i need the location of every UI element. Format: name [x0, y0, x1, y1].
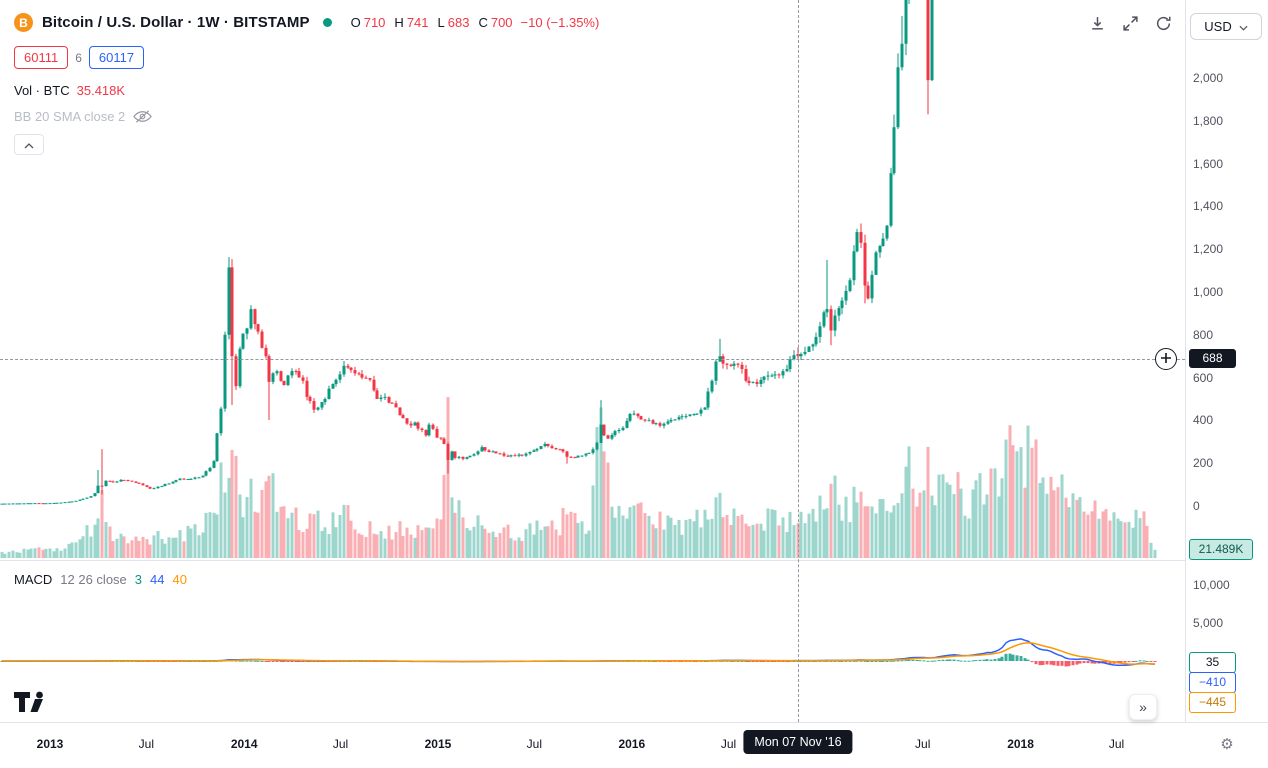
time-axis-label: 2016: [618, 737, 646, 751]
macd-line-last-badge: −410: [1189, 672, 1236, 693]
macd-signal-last-badge: −445: [1189, 692, 1236, 713]
market-status-dot: [322, 18, 332, 27]
volume-value: 35.418K: [76, 83, 126, 98]
time-axis-label: Jul: [720, 737, 737, 751]
time-axis[interactable]: Mon 07 Nov '16 2013 Jul 2014 Jul 2015 Jul 2016…: [0, 722, 1268, 768]
price-axis-label: 2,000: [1193, 71, 1224, 85]
price-axis-label: 1,800: [1193, 113, 1224, 128]
time-axis-label: 2018: [1007, 737, 1034, 751]
fullscreen-icon: [1122, 15, 1139, 35]
price-axis-label: 600: [1193, 370, 1214, 385]
ohlc-close-value: 700: [490, 15, 513, 30]
price-axis-label: 1,000: [1193, 285, 1224, 299]
price-axis-label: 800: [1193, 327, 1214, 342]
time-axis-label: Jul: [332, 737, 349, 751]
buy-ask-button[interactable]: 60117: [88, 46, 145, 69]
ohlc-high-label: H: [394, 15, 404, 30]
add-order-plus-button[interactable]: [1155, 348, 1177, 370]
macd-params: 12 26 close: [60, 572, 127, 587]
price-axis[interactable]: USD 688 21.489K 35 −410 −445 2,000 1,800 1…: [1185, 0, 1268, 722]
currency-select[interactable]: USD: [1190, 13, 1262, 40]
chevron-down-icon: [1239, 19, 1248, 34]
price-axis-label: 400: [1193, 413, 1214, 428]
chart-area[interactable]: B Bitcoin / U.S. Dollar · 1W · BITSTAMP …: [0, 0, 1185, 722]
macd-axis-label: 10,000: [1193, 578, 1230, 592]
time-axis-label: Jul: [526, 737, 543, 751]
volume-label: Vol · BTC: [14, 83, 70, 98]
time-axis-label: 2014: [230, 737, 258, 751]
currency-value: USD: [1204, 19, 1232, 34]
price-axis-label: 1,400: [1193, 199, 1224, 214]
price-chart-canvas[interactable]: [0, 0, 1185, 722]
eye-slash-icon[interactable]: [133, 109, 153, 124]
bitcoin-logo-icon: B: [14, 13, 33, 32]
download-button[interactable]: [1084, 12, 1110, 38]
fullscreen-button[interactable]: [1117, 12, 1143, 38]
symbol-title[interactable]: Bitcoin / U.S. Dollar · 1W · BITSTAMP: [42, 14, 310, 31]
refresh-button[interactable]: [1150, 12, 1176, 38]
macd-hist-last-badge: 35: [1189, 652, 1236, 673]
time-axis-label: 2013: [36, 737, 64, 751]
time-axis-label: Jul: [138, 737, 155, 751]
macd-axis-label: 5,000: [1193, 616, 1224, 630]
chevron-up-icon: [24, 136, 34, 154]
symbol-legend: B Bitcoin / U.S. Dollar · 1W · BITSTAMP …: [14, 13, 599, 32]
pane-divider[interactable]: [0, 560, 1268, 561]
price-axis-label: 0: [1193, 499, 1200, 513]
ohlc-low-label: L: [437, 15, 445, 30]
download-icon: [1089, 15, 1106, 35]
macd-hist-value: 3: [134, 572, 143, 587]
crosshair-price-badge: 688: [1189, 349, 1236, 368]
spread-value: 6: [75, 50, 82, 65]
quote-row: 60111 6 60117: [14, 46, 145, 69]
plus-icon: [1161, 350, 1171, 368]
bb-indicator-legend: BB 20 SMA close 2: [14, 109, 153, 124]
macd-legend: MACD 12 26 close 3 44 40: [14, 572, 187, 587]
ohlc-high-value: 741: [406, 15, 429, 30]
macd-title: MACD: [14, 572, 53, 587]
chart-toolbar: [1084, 12, 1176, 38]
price-axis-label: 200: [1193, 456, 1214, 471]
legend-collapse-button[interactable]: [14, 134, 44, 155]
time-axis-label: Jul: [1108, 737, 1125, 751]
more-panels-button[interactable]: »: [1129, 694, 1157, 720]
crosshair-date-tooltip: Mon 07 Nov '16: [743, 730, 853, 754]
ohlc-open-value: 710: [363, 15, 386, 30]
macd-signal-value: 40: [172, 572, 187, 587]
volume-legend: Vol · BTC 35.418K: [14, 83, 125, 98]
bb-indicator-label: BB 20 SMA close 2: [14, 109, 126, 124]
crosshair-vertical-line: [798, 0, 799, 722]
refresh-icon: [1155, 15, 1172, 35]
time-axis-label: 2015: [424, 737, 452, 751]
ohlc-open-label: O: [350, 15, 361, 30]
ohlc-legend: O 710 H 741 L 683 C 700 −10 (−1.35%): [345, 15, 600, 30]
crosshair-horizontal-line: [0, 359, 1185, 360]
price-axis-label: 1,200: [1193, 242, 1224, 257]
gear-icon[interactable]: ⚙: [1220, 736, 1234, 753]
sell-bid-button[interactable]: 60111: [14, 46, 69, 69]
tradingview-logo[interactable]: [14, 690, 48, 719]
volume-last-badge: 21.489K: [1189, 539, 1253, 560]
macd-line-value: 44: [150, 572, 165, 587]
time-axis-label: Jul: [915, 737, 931, 751]
ohlc-change-value: −10 (−1.35%): [520, 15, 600, 30]
ohlc-low-value: 683: [447, 15, 470, 30]
price-axis-label: 1,600: [1193, 156, 1224, 171]
ohlc-close-label: C: [478, 15, 488, 30]
